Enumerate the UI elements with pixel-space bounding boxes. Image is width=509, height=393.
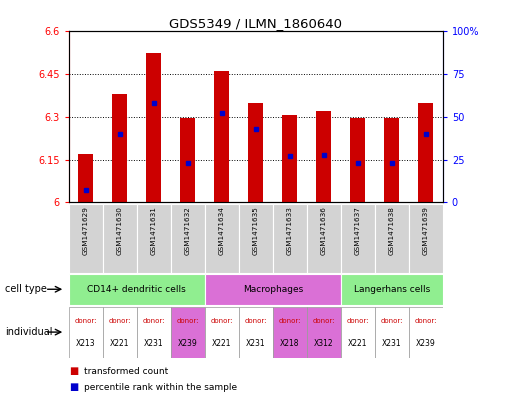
Bar [248,103,264,202]
Text: GSM1471630: GSM1471630 [117,206,123,255]
Bar [146,53,161,202]
Text: X231: X231 [144,339,163,348]
Title: GDS5349 / ILMN_1860640: GDS5349 / ILMN_1860640 [169,17,342,30]
Text: donor:: donor: [244,318,267,324]
Text: transformed count: transformed count [84,367,168,376]
Text: X231: X231 [246,339,266,348]
Text: GSM1471635: GSM1471635 [253,206,259,255]
Text: GSM1471633: GSM1471633 [287,206,293,255]
Text: donor:: donor: [414,318,437,324]
Bar [171,307,205,358]
Text: GSM1471632: GSM1471632 [185,206,191,255]
Bar [350,118,365,202]
Bar [239,307,273,358]
Bar [180,118,195,202]
Bar [409,307,443,358]
Bar [307,204,341,273]
Text: donor:: donor: [313,318,335,324]
Text: X221: X221 [348,339,367,348]
Bar [273,204,307,273]
Text: X312: X312 [314,339,333,348]
Text: donor:: donor: [347,318,369,324]
Bar [384,118,400,202]
Bar [375,204,409,273]
Bar [69,274,205,305]
Text: GSM1471637: GSM1471637 [355,206,361,255]
Text: Langerhans cells: Langerhans cells [354,285,430,294]
Bar [103,204,137,273]
Bar [69,204,103,273]
Bar [205,274,341,305]
Text: donor:: donor: [143,318,165,324]
Text: Macrophages: Macrophages [243,285,303,294]
Text: donor:: donor: [381,318,403,324]
Text: GSM1471636: GSM1471636 [321,206,327,255]
Text: ■: ■ [69,382,78,392]
Bar [282,116,297,202]
Text: GSM1471631: GSM1471631 [151,206,157,255]
Bar [307,307,341,358]
Text: percentile rank within the sample: percentile rank within the sample [84,383,237,391]
Text: X218: X218 [280,339,299,348]
Bar [214,71,230,202]
Text: donor:: donor: [177,318,199,324]
Text: GSM1471634: GSM1471634 [219,206,225,255]
Bar [409,204,443,273]
Bar [418,103,434,202]
Bar [112,94,127,202]
Text: cell type: cell type [5,284,47,294]
Text: X231: X231 [382,339,402,348]
Text: X213: X213 [76,339,96,348]
Bar [316,111,331,202]
Bar [375,307,409,358]
Text: individual: individual [5,327,52,337]
Text: donor:: donor: [74,318,97,324]
Bar [171,204,205,273]
Text: X239: X239 [178,339,197,348]
Text: GSM1471638: GSM1471638 [389,206,395,255]
Bar [341,204,375,273]
Text: donor:: donor: [211,318,233,324]
Bar [69,307,103,358]
Text: GSM1471629: GSM1471629 [83,206,89,255]
Text: X221: X221 [110,339,129,348]
Text: donor:: donor: [108,318,131,324]
Text: ■: ■ [69,366,78,376]
Bar [137,204,171,273]
Bar [273,307,307,358]
Bar [78,154,93,202]
Bar [137,307,171,358]
Bar [341,307,375,358]
Text: CD14+ dendritic cells: CD14+ dendritic cells [88,285,186,294]
Bar [103,307,137,358]
Bar [341,274,443,305]
Text: donor:: donor: [278,318,301,324]
Text: X239: X239 [416,339,436,348]
Text: X221: X221 [212,339,232,348]
Bar [205,204,239,273]
Text: GSM1471639: GSM1471639 [423,206,429,255]
Bar [205,307,239,358]
Bar [239,204,273,273]
